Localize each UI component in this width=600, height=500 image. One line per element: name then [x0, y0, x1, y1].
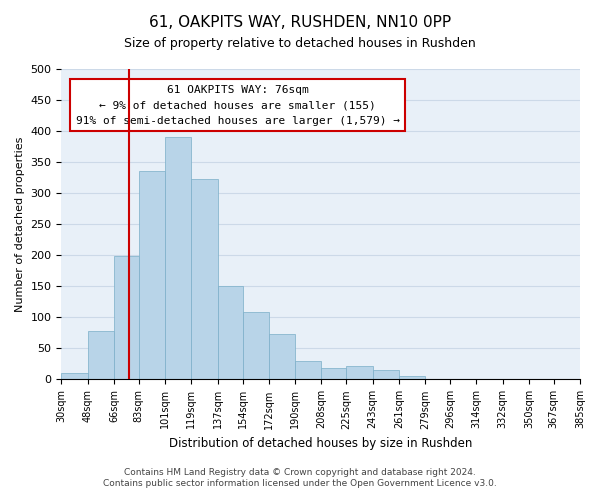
X-axis label: Distribution of detached houses by size in Rushden: Distribution of detached houses by size …: [169, 437, 472, 450]
Bar: [165, 138, 191, 380]
Bar: [191, 179, 218, 380]
Bar: [295, 361, 322, 380]
Text: 61, OAKPITS WAY, RUSHDEN, NN10 0PP: 61, OAKPITS WAY, RUSHDEN, NN10 0PP: [149, 15, 451, 30]
Bar: [218, 286, 242, 380]
Bar: [425, 379, 450, 380]
Bar: [242, 312, 269, 380]
Y-axis label: Number of detached properties: Number of detached properties: [15, 136, 25, 312]
Bar: [88, 331, 114, 380]
Bar: [114, 256, 139, 380]
Bar: [61, 373, 88, 380]
Bar: [373, 370, 399, 380]
Text: Size of property relative to detached houses in Rushden: Size of property relative to detached ho…: [124, 38, 476, 51]
Bar: [399, 376, 425, 380]
Bar: [139, 172, 165, 380]
Bar: [322, 368, 346, 380]
Bar: [269, 334, 295, 380]
Text: Contains HM Land Registry data © Crown copyright and database right 2024.
Contai: Contains HM Land Registry data © Crown c…: [103, 468, 497, 487]
Bar: [346, 366, 373, 380]
Text: 61 OAKPITS WAY: 76sqm
← 9% of detached houses are smaller (155)
91% of semi-deta: 61 OAKPITS WAY: 76sqm ← 9% of detached h…: [76, 84, 400, 126]
